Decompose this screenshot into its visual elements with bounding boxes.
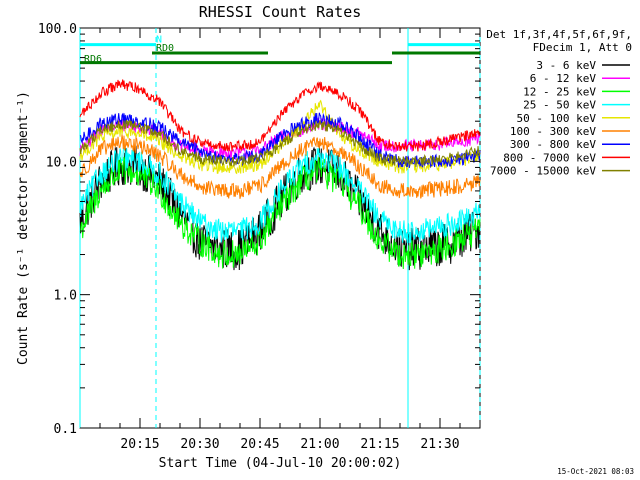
- legend-entry-label: 3 - 6 keV: [536, 59, 596, 72]
- y-axis-label: Count Rate (s⁻¹ detector segment⁻¹): [16, 91, 31, 365]
- x-tick-label: 20:15: [120, 437, 159, 452]
- state-marker-label: N: [156, 35, 162, 46]
- series-line: [79, 119, 481, 167]
- legend-entry-label: 25 - 50 keV: [523, 99, 596, 112]
- state-marker-label: RD6: [84, 54, 102, 65]
- x-tick-label: 21:00: [300, 437, 339, 452]
- footer-timestamp: 15-Oct-2021 08:03: [557, 467, 634, 476]
- y-tick-label: 0.1: [54, 422, 77, 437]
- series-line: [79, 146, 481, 244]
- series-lines: [79, 79, 481, 271]
- series-line: [79, 156, 481, 270]
- y-tick-label: 10.0: [46, 155, 77, 170]
- legend-entry-label: 6 - 12 keV: [530, 72, 597, 85]
- legend-entry-label: 50 - 100 keV: [517, 112, 597, 125]
- x-tick-label: 20:30: [180, 437, 219, 452]
- x-tick-label: 20:45: [240, 437, 279, 452]
- legend: Det 1f,3f,4f,5f,6f,9f, FDecim 1, Att 0 3…: [486, 28, 632, 178]
- legend-entry-label: 100 - 300 keV: [510, 125, 596, 138]
- legend-entry-label: 7000 - 15000 keV: [490, 165, 596, 178]
- series-line: [79, 99, 481, 175]
- legend-header-line-1: Det 1f,3f,4f,5f,6f,9f,: [486, 28, 632, 41]
- y-tick-label: 1.0: [54, 289, 77, 304]
- chart-title: RHESSI Count Rates: [199, 3, 362, 21]
- state-marker-label: RD0: [156, 43, 174, 54]
- legend-entry-label: 12 - 25 keV: [523, 85, 596, 98]
- vertical-lines: [79, 28, 481, 428]
- y-tick-label: 100.0: [38, 22, 77, 37]
- x-tick-label: 21:15: [360, 437, 399, 452]
- plot-frame: [79, 27, 481, 429]
- legend-entry-label: 800 - 7000 keV: [503, 151, 596, 164]
- x-tick-label: 21:30: [420, 437, 459, 452]
- x-axis: 20:15 20:30 20:45 21:00 21:15 21:30: [99, 28, 481, 452]
- y-axis: 100.0 10.0 1.0 0.1: [38, 22, 480, 437]
- legend-entry-label: 300 - 800 keV: [510, 138, 596, 151]
- legend-header-line-2: FDecim 1, Att 0: [533, 41, 632, 54]
- x-axis-label: Start Time (04-Jul-10 20:00:02): [159, 456, 402, 471]
- series-line: [79, 134, 481, 199]
- series-line: [79, 79, 481, 152]
